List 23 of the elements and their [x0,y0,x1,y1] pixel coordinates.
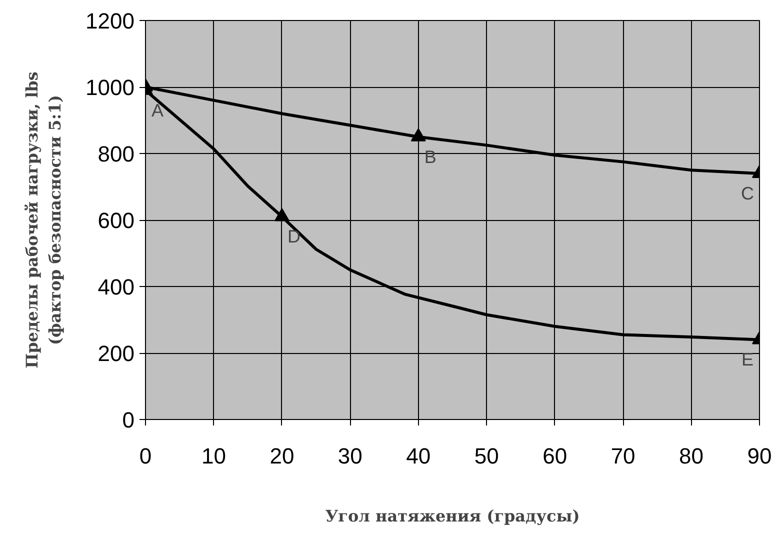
x-tick-label: 40 [406,444,431,468]
y-tick-label: 0 [122,408,135,432]
y-tick-label: 1000 [86,75,135,100]
x-tick-label: 70 [610,444,636,468]
x-tick-label: 50 [474,444,499,468]
y-tick-label: 200 [98,341,135,366]
x-tick-label: 0 [139,444,152,468]
x-tick-label: 10 [201,444,226,468]
annotation: E [741,350,754,370]
x-axis-title: Угол натяжения (градусы) [325,506,580,526]
x-tick-label: 30 [338,444,362,468]
y-tick-label: 800 [98,142,135,166]
annotation: A [151,100,164,120]
x-tick-label: 90 [747,444,772,468]
y-tick-label: 400 [98,274,135,300]
y-tick-label: 1200 [86,8,135,34]
y-axis-title: Пределы рабочей нагрузки, lbs (фактор безопасности 5:1) [22,72,65,368]
x-tick-label: 20 [270,444,294,468]
annotation: C [741,183,754,204]
y-tick-label: 600 [98,208,135,233]
annotation: D [287,226,300,247]
x-tick-label: 80 [679,444,704,468]
x-tick-label: 60 [542,444,568,468]
